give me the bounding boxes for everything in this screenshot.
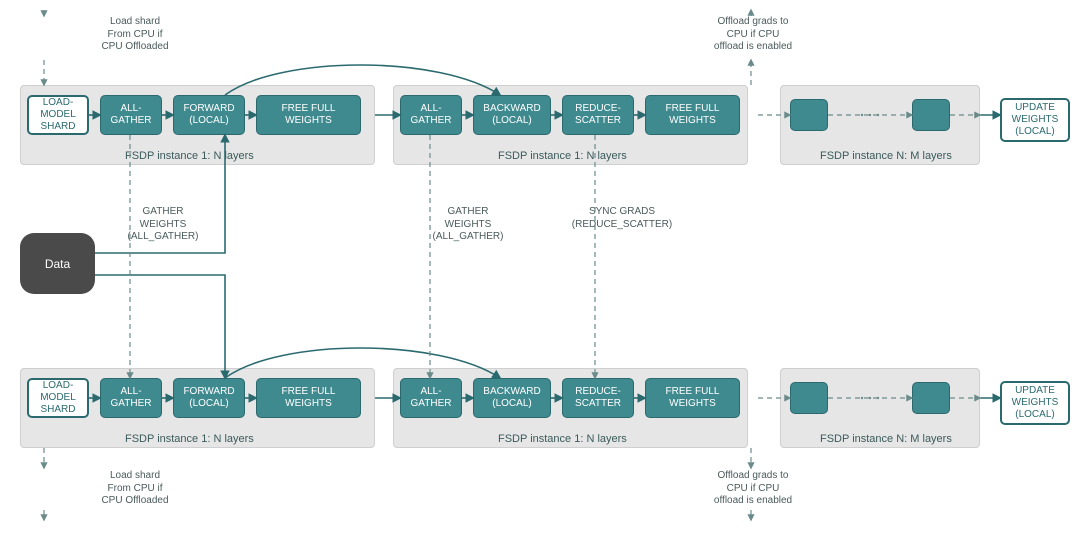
node-label: UPDATE WEIGHTS (LOCAL) <box>1006 102 1064 138</box>
annotation: Offload grads toCPU if CPUoffload is ena… <box>693 470 813 508</box>
node-label: FREE FULL WEIGHTS <box>650 103 735 127</box>
node-label: UPDATE WEIGHTS (LOCAL) <box>1006 385 1064 421</box>
group-label: FSDP instance 1: N layers <box>498 433 627 445</box>
group-label: FSDP instance N: M layers <box>820 150 952 162</box>
group-label: FSDP instance 1: N layers <box>125 150 254 162</box>
flow-node: BACKWARD (LOCAL) <box>473 95 551 135</box>
node-label: FORWARD (LOCAL) <box>178 386 240 410</box>
node-label: FORWARD (LOCAL) <box>178 103 240 127</box>
node-label: ALL-GATHER <box>105 103 157 127</box>
flow-node: UPDATE WEIGHTS (LOCAL) <box>1000 98 1070 142</box>
flow-node: FORWARD (LOCAL) <box>173 378 245 418</box>
node-label: LOAD-MODEL SHARD <box>33 97 83 133</box>
group-label: FSDP instance 1: N layers <box>125 433 254 445</box>
annotation: SYNC GRADS(REDUCE_SCATTER) <box>552 206 692 231</box>
node-label: FREE FULL WEIGHTS <box>650 386 735 410</box>
flow-node: REDUCE-SCATTER <box>562 378 634 418</box>
data-node-label: Data <box>45 257 70 271</box>
flow-node: FREE FULL WEIGHTS <box>256 378 361 418</box>
flow-node: FORWARD (LOCAL) <box>173 95 245 135</box>
flow-node <box>912 382 950 414</box>
annotation: Load shardFrom CPU ifCPU Offloaded <box>75 16 195 54</box>
flow-node: BACKWARD (LOCAL) <box>473 378 551 418</box>
flow-node: FREE FULL WEIGHTS <box>645 378 740 418</box>
flow-node <box>790 382 828 414</box>
flow-node: UPDATE WEIGHTS (LOCAL) <box>1000 381 1070 425</box>
edge-layer <box>0 0 1080 533</box>
annotation: Load shardFrom CPU ifCPU Offloaded <box>75 470 195 508</box>
flow-node: ALL-GATHER <box>100 378 162 418</box>
flow-node: ALL-GATHER <box>100 95 162 135</box>
node-label: ALL-GATHER <box>105 386 157 410</box>
annotation: GATHERWEIGHTS(ALL_GATHER) <box>108 206 218 244</box>
flow-node: FREE FULL WEIGHTS <box>256 95 361 135</box>
node-label: ALL-GATHER <box>405 103 457 127</box>
annotation: GATHERWEIGHTS(ALL_GATHER) <box>413 206 523 244</box>
flow-node <box>790 99 828 131</box>
flow-node: FREE FULL WEIGHTS <box>645 95 740 135</box>
flow-node: REDUCE-SCATTER <box>562 95 634 135</box>
flow-node: LOAD-MODEL SHARD <box>27 95 89 135</box>
flow-node: ALL-GATHER <box>400 378 462 418</box>
node-label: LOAD-MODEL SHARD <box>33 380 83 416</box>
group-label: FSDP instance N: M layers <box>820 433 952 445</box>
group-label: FSDP instance 1: N layers <box>498 150 627 162</box>
node-label: FREE FULL WEIGHTS <box>261 386 356 410</box>
node-label: REDUCE-SCATTER <box>567 103 629 127</box>
node-label: BACKWARD (LOCAL) <box>478 386 546 410</box>
node-label: ALL-GATHER <box>405 386 457 410</box>
flow-node: ALL-GATHER <box>400 95 462 135</box>
flow-node <box>912 99 950 131</box>
data-node: Data <box>20 233 95 294</box>
node-label: FREE FULL WEIGHTS <box>261 103 356 127</box>
node-label: REDUCE-SCATTER <box>567 386 629 410</box>
annotation: Offload grads toCPU if CPUoffload is ena… <box>693 16 813 54</box>
node-label: BACKWARD (LOCAL) <box>478 103 546 127</box>
flow-node: LOAD-MODEL SHARD <box>27 378 89 418</box>
